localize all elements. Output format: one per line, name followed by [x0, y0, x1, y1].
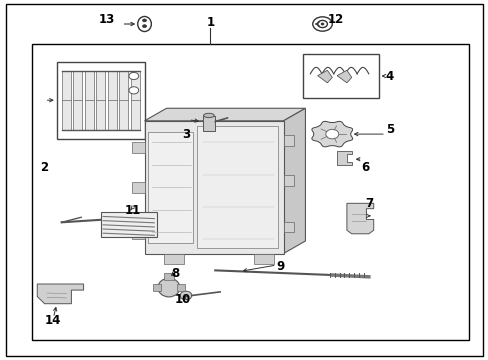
Text: 9: 9 [276, 260, 284, 273]
Bar [107, 71, 117, 130]
Bar [32, 44, 468, 339]
Bar [96, 71, 105, 130]
Bar [283, 222, 294, 232]
Bar [119, 71, 128, 130]
Bar [177, 284, 184, 291]
Circle shape [321, 23, 324, 25]
Text: 2: 2 [41, 161, 48, 174]
Circle shape [180, 291, 191, 300]
Polygon shape [37, 284, 83, 304]
Text: 10: 10 [174, 293, 190, 306]
Polygon shape [144, 108, 305, 121]
Bar [132, 182, 144, 193]
Circle shape [312, 17, 331, 31]
Bar [57, 62, 144, 139]
Text: 13: 13 [99, 13, 115, 26]
Bar [303, 54, 378, 98]
Bar [148, 132, 193, 243]
Text: 5: 5 [385, 123, 393, 136]
Bar [61, 71, 71, 130]
Text: 6: 6 [361, 161, 369, 174]
Text: 1: 1 [206, 17, 214, 30]
Bar [73, 71, 82, 130]
Text: 4: 4 [385, 69, 393, 82]
Bar [132, 142, 144, 153]
Circle shape [129, 87, 139, 94]
Polygon shape [283, 108, 305, 253]
Bar [144, 121, 283, 253]
Polygon shape [336, 151, 351, 165]
Polygon shape [311, 121, 352, 147]
Text: 11: 11 [124, 204, 140, 217]
Text: 14: 14 [45, 314, 61, 327]
Ellipse shape [203, 113, 214, 118]
Bar [283, 135, 294, 146]
Polygon shape [317, 70, 331, 83]
Bar [163, 253, 183, 264]
Bar [203, 116, 215, 131]
Ellipse shape [138, 17, 151, 32]
Circle shape [325, 129, 338, 139]
Circle shape [142, 19, 146, 22]
Ellipse shape [158, 278, 180, 297]
Circle shape [142, 25, 146, 28]
Bar [132, 228, 144, 239]
Polygon shape [336, 70, 351, 83]
Bar [283, 175, 294, 186]
Text: 12: 12 [327, 13, 343, 26]
Text: 3: 3 [182, 127, 189, 141]
Bar [197, 126, 277, 248]
Bar [153, 284, 160, 291]
Circle shape [129, 72, 139, 80]
Bar [254, 253, 273, 264]
Text: 8: 8 [171, 267, 179, 280]
Text: 7: 7 [365, 197, 373, 210]
Circle shape [317, 21, 327, 28]
Bar [163, 273, 173, 280]
Bar [130, 71, 140, 130]
Bar [84, 71, 94, 130]
Polygon shape [346, 203, 373, 234]
Bar [101, 212, 157, 237]
